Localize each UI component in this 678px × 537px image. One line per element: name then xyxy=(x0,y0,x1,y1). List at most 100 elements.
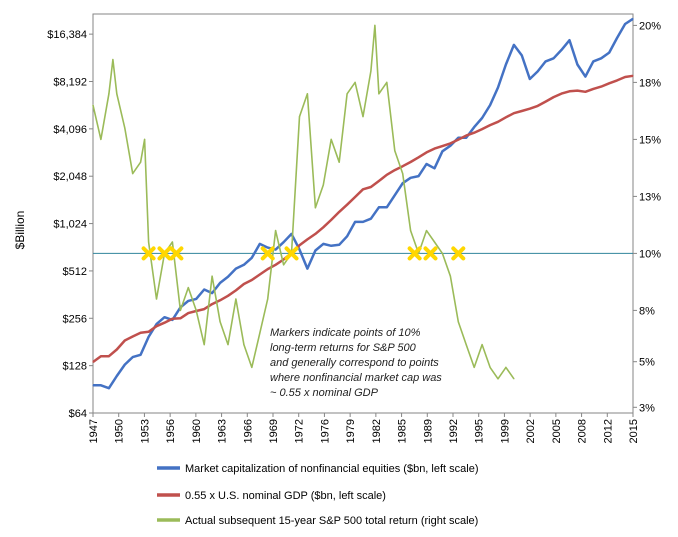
series-0-point xyxy=(513,44,515,46)
series-1-point xyxy=(497,121,499,123)
series-2-point xyxy=(513,378,515,380)
series-2-point xyxy=(179,309,181,311)
series-2-point xyxy=(227,344,229,346)
left-tick-label: $256 xyxy=(63,313,87,325)
series-2-point xyxy=(108,93,110,95)
series-2-point xyxy=(148,241,150,243)
series-0-point xyxy=(402,182,404,184)
series-0-point xyxy=(148,336,150,338)
series-2-point xyxy=(354,81,356,83)
series-1-point xyxy=(465,135,467,137)
series-1-point xyxy=(370,186,372,188)
series-2-point xyxy=(425,230,428,232)
series-0-point xyxy=(108,387,110,389)
series-2-point xyxy=(203,344,205,346)
series-0-point xyxy=(410,177,412,179)
series-1-point xyxy=(394,169,396,171)
series-0-point xyxy=(283,241,285,243)
x-tick-label: 2015 xyxy=(628,419,640,443)
series-0-point xyxy=(632,18,634,20)
series-1-point xyxy=(592,88,594,90)
left-tick-label: $512 xyxy=(63,266,87,278)
series-1-point xyxy=(259,273,261,276)
series-0-point xyxy=(553,57,555,59)
marker-point xyxy=(284,246,299,261)
annotation-line: and generally correspond to points xyxy=(270,357,439,369)
series-1-point xyxy=(386,174,388,176)
plot-frame xyxy=(92,13,634,414)
series-1-point xyxy=(92,361,94,363)
series-2-point xyxy=(298,116,301,118)
marker-stroke xyxy=(157,246,172,261)
left-tick-label: $4,096 xyxy=(53,124,87,136)
series-1-point xyxy=(513,112,515,114)
series-2-point xyxy=(314,207,316,209)
series-1-point xyxy=(537,105,539,107)
x-tick-label: 1969 xyxy=(268,419,280,443)
series-1-point xyxy=(624,76,626,78)
series-0-point xyxy=(124,364,126,366)
series-2-point xyxy=(481,344,483,346)
series-0-point xyxy=(338,244,340,246)
axes: $64 $128 $256 $512 $1,024 $2,048 $4,096 $8,192 $… xyxy=(47,20,661,443)
series-1-point xyxy=(100,355,102,357)
series-2-point xyxy=(211,275,213,277)
series-1-point xyxy=(545,101,547,103)
x-tick-label: 1995 xyxy=(474,419,486,443)
series-1-point xyxy=(306,238,308,240)
series-2-point xyxy=(235,298,237,300)
series-0-point xyxy=(211,292,213,294)
series-0-point xyxy=(259,243,261,245)
marker-point xyxy=(407,246,422,261)
series-1-point xyxy=(116,348,118,351)
series-2-point xyxy=(505,366,507,368)
series-2-point xyxy=(92,104,94,106)
series-2-point xyxy=(322,184,324,186)
series-0-point xyxy=(195,298,197,300)
series-0-point xyxy=(100,384,102,386)
series-1-point xyxy=(489,124,491,126)
series-0-point xyxy=(235,268,237,270)
series-1-point xyxy=(505,116,507,118)
series-0-point xyxy=(187,300,189,302)
series-2-point xyxy=(132,173,134,175)
x-tick-label: 2002 xyxy=(525,419,537,443)
marker-stroke xyxy=(141,246,156,261)
x-tick-label: 1956 xyxy=(165,419,177,443)
right-tick-label: 15% xyxy=(639,134,661,146)
series-2-point xyxy=(219,321,221,323)
x-tick-label: 1947 xyxy=(88,419,100,443)
series-1-point xyxy=(283,258,285,261)
x-tick-label: 1972 xyxy=(294,419,306,443)
series-1-point xyxy=(108,355,110,357)
series-1-point xyxy=(211,303,213,305)
left-axis-label: $Billion xyxy=(13,211,27,250)
series-1-point xyxy=(608,82,610,84)
series-1-point xyxy=(457,139,459,141)
series-0-point xyxy=(433,167,436,169)
marker-point xyxy=(157,246,172,261)
series-1-point xyxy=(410,161,412,163)
x-tick-label: 1992 xyxy=(448,419,460,443)
series-group xyxy=(92,17,634,390)
right-tick-label: 8% xyxy=(639,305,655,317)
series-0-point xyxy=(473,126,475,128)
series-0-point xyxy=(92,384,94,386)
series-2-point xyxy=(275,230,277,232)
series-2-point xyxy=(410,230,412,232)
x-tick-label: 1953 xyxy=(139,419,151,443)
series-2-point xyxy=(112,59,114,61)
series-1-point xyxy=(251,279,253,281)
series-0-point xyxy=(306,268,308,270)
series-1-point xyxy=(354,196,356,198)
series-0-point xyxy=(330,245,332,247)
series-0-point xyxy=(592,60,594,63)
x-tick-label: 2012 xyxy=(602,419,614,443)
series-1-point xyxy=(449,142,451,144)
series-1-point xyxy=(553,96,555,98)
series-2-point xyxy=(378,93,380,95)
x-tick-label: 1989 xyxy=(422,419,434,443)
series-0-point xyxy=(465,137,467,139)
